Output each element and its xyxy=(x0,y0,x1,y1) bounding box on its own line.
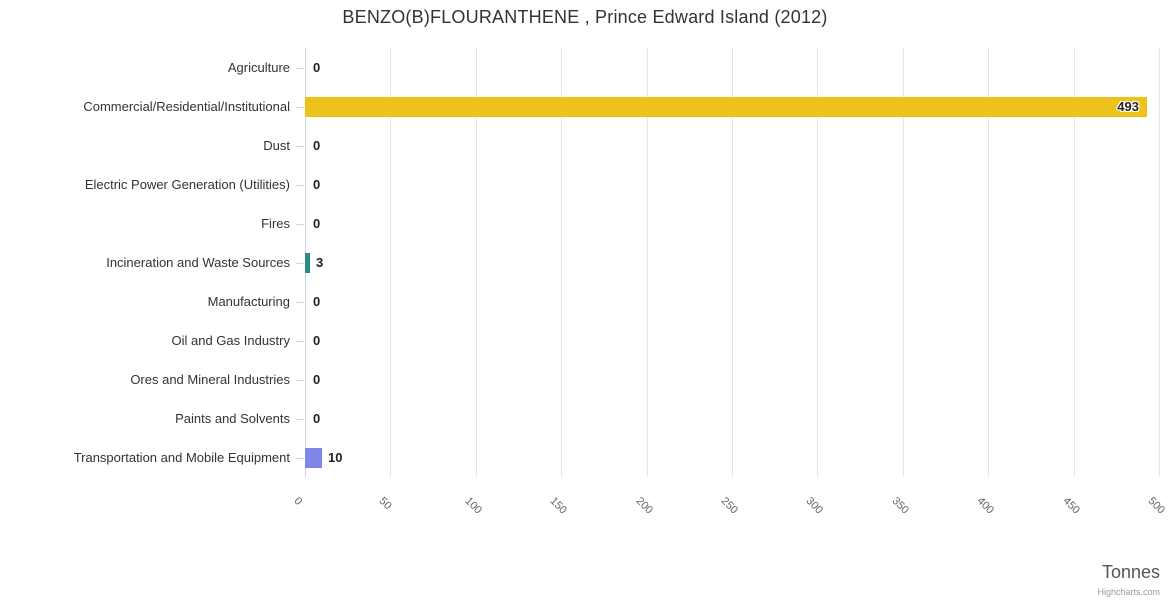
category-tick xyxy=(296,419,304,420)
x-axis-tick-label: 500 xyxy=(1145,495,1167,517)
gridline-x-100 xyxy=(475,48,477,477)
x-axis-tick-label: 300 xyxy=(803,495,826,517)
data-label: 0 xyxy=(313,293,321,309)
data-label: 0 xyxy=(313,176,321,192)
category-label: Agriculture xyxy=(227,59,290,75)
category-tick xyxy=(296,341,304,342)
category-tick xyxy=(296,146,304,147)
category-label: Oil and Gas Industry xyxy=(171,332,291,348)
category-tick xyxy=(296,302,304,303)
category-label: Manufacturing xyxy=(207,293,290,309)
gridline-x-150 xyxy=(561,48,563,477)
category-tick xyxy=(296,107,304,108)
data-label: 0 xyxy=(313,137,321,153)
x-axis-tick-label: 50 xyxy=(376,495,395,513)
category-tick xyxy=(296,263,304,264)
category-label: Dust xyxy=(263,137,290,153)
x-axis-tick-label: 450 xyxy=(1060,495,1082,517)
bar-transportation-and-mobile-equipment[interactable] xyxy=(305,447,322,468)
category-tick xyxy=(296,458,304,459)
gridline-x-250 xyxy=(732,48,733,477)
x-axis-tick-label: 400 xyxy=(974,495,997,517)
gridline-x-450 xyxy=(1073,48,1075,477)
x-axis-tick-label: 150 xyxy=(547,495,570,517)
gridline-x-200 xyxy=(646,48,648,477)
category-label: Transportation and Mobile Equipment xyxy=(73,449,290,465)
highcharts-credit[interactable]: Highcharts.com xyxy=(1097,587,1160,597)
category-label: Ores and Mineral Industries xyxy=(130,371,290,387)
data-label: 10 xyxy=(328,449,343,465)
data-label: 0 xyxy=(313,410,321,426)
category-label: Paints and Solvents xyxy=(175,410,290,426)
category-tick xyxy=(296,185,304,186)
x-axis-tick-label: 0 xyxy=(291,495,305,508)
category-label: Incineration and Waste Sources xyxy=(106,254,290,270)
bar-incineration-and-waste-sources[interactable] xyxy=(305,252,310,273)
x-axis-tick-label: 350 xyxy=(889,495,911,517)
chart-title: BENZO(B)FLOURANTHENE , Prince Edward Isl… xyxy=(342,7,828,27)
gridline-x-50 xyxy=(390,48,392,477)
category-tick xyxy=(296,380,304,381)
data-label: 0 xyxy=(313,332,321,348)
data-label: 493 xyxy=(1117,98,1139,114)
x-axis-tick-label: 250 xyxy=(718,495,740,517)
gridline-x-350 xyxy=(902,48,904,477)
category-label: Commercial/Residential/Institutional xyxy=(83,98,290,114)
data-label: 0 xyxy=(313,371,321,387)
gridline-x-300 xyxy=(817,48,819,477)
x-axis-title: Tonnes xyxy=(1101,562,1160,582)
category-tick xyxy=(296,68,304,69)
category-label: Electric Power Generation (Utilities) xyxy=(84,176,290,192)
category-label: Fires xyxy=(261,215,290,231)
gridline-x-500 xyxy=(1159,48,1160,477)
x-axis-tick-label: 200 xyxy=(633,495,655,517)
gridline-x-400 xyxy=(988,48,990,477)
x-axis-tick-label: 100 xyxy=(462,495,484,517)
category-tick xyxy=(296,224,304,225)
data-label: 0 xyxy=(313,215,321,231)
data-label: 3 xyxy=(316,254,324,270)
bar-commercial-residential-institutional[interactable] xyxy=(305,96,1147,117)
data-label: 0 xyxy=(313,59,321,75)
